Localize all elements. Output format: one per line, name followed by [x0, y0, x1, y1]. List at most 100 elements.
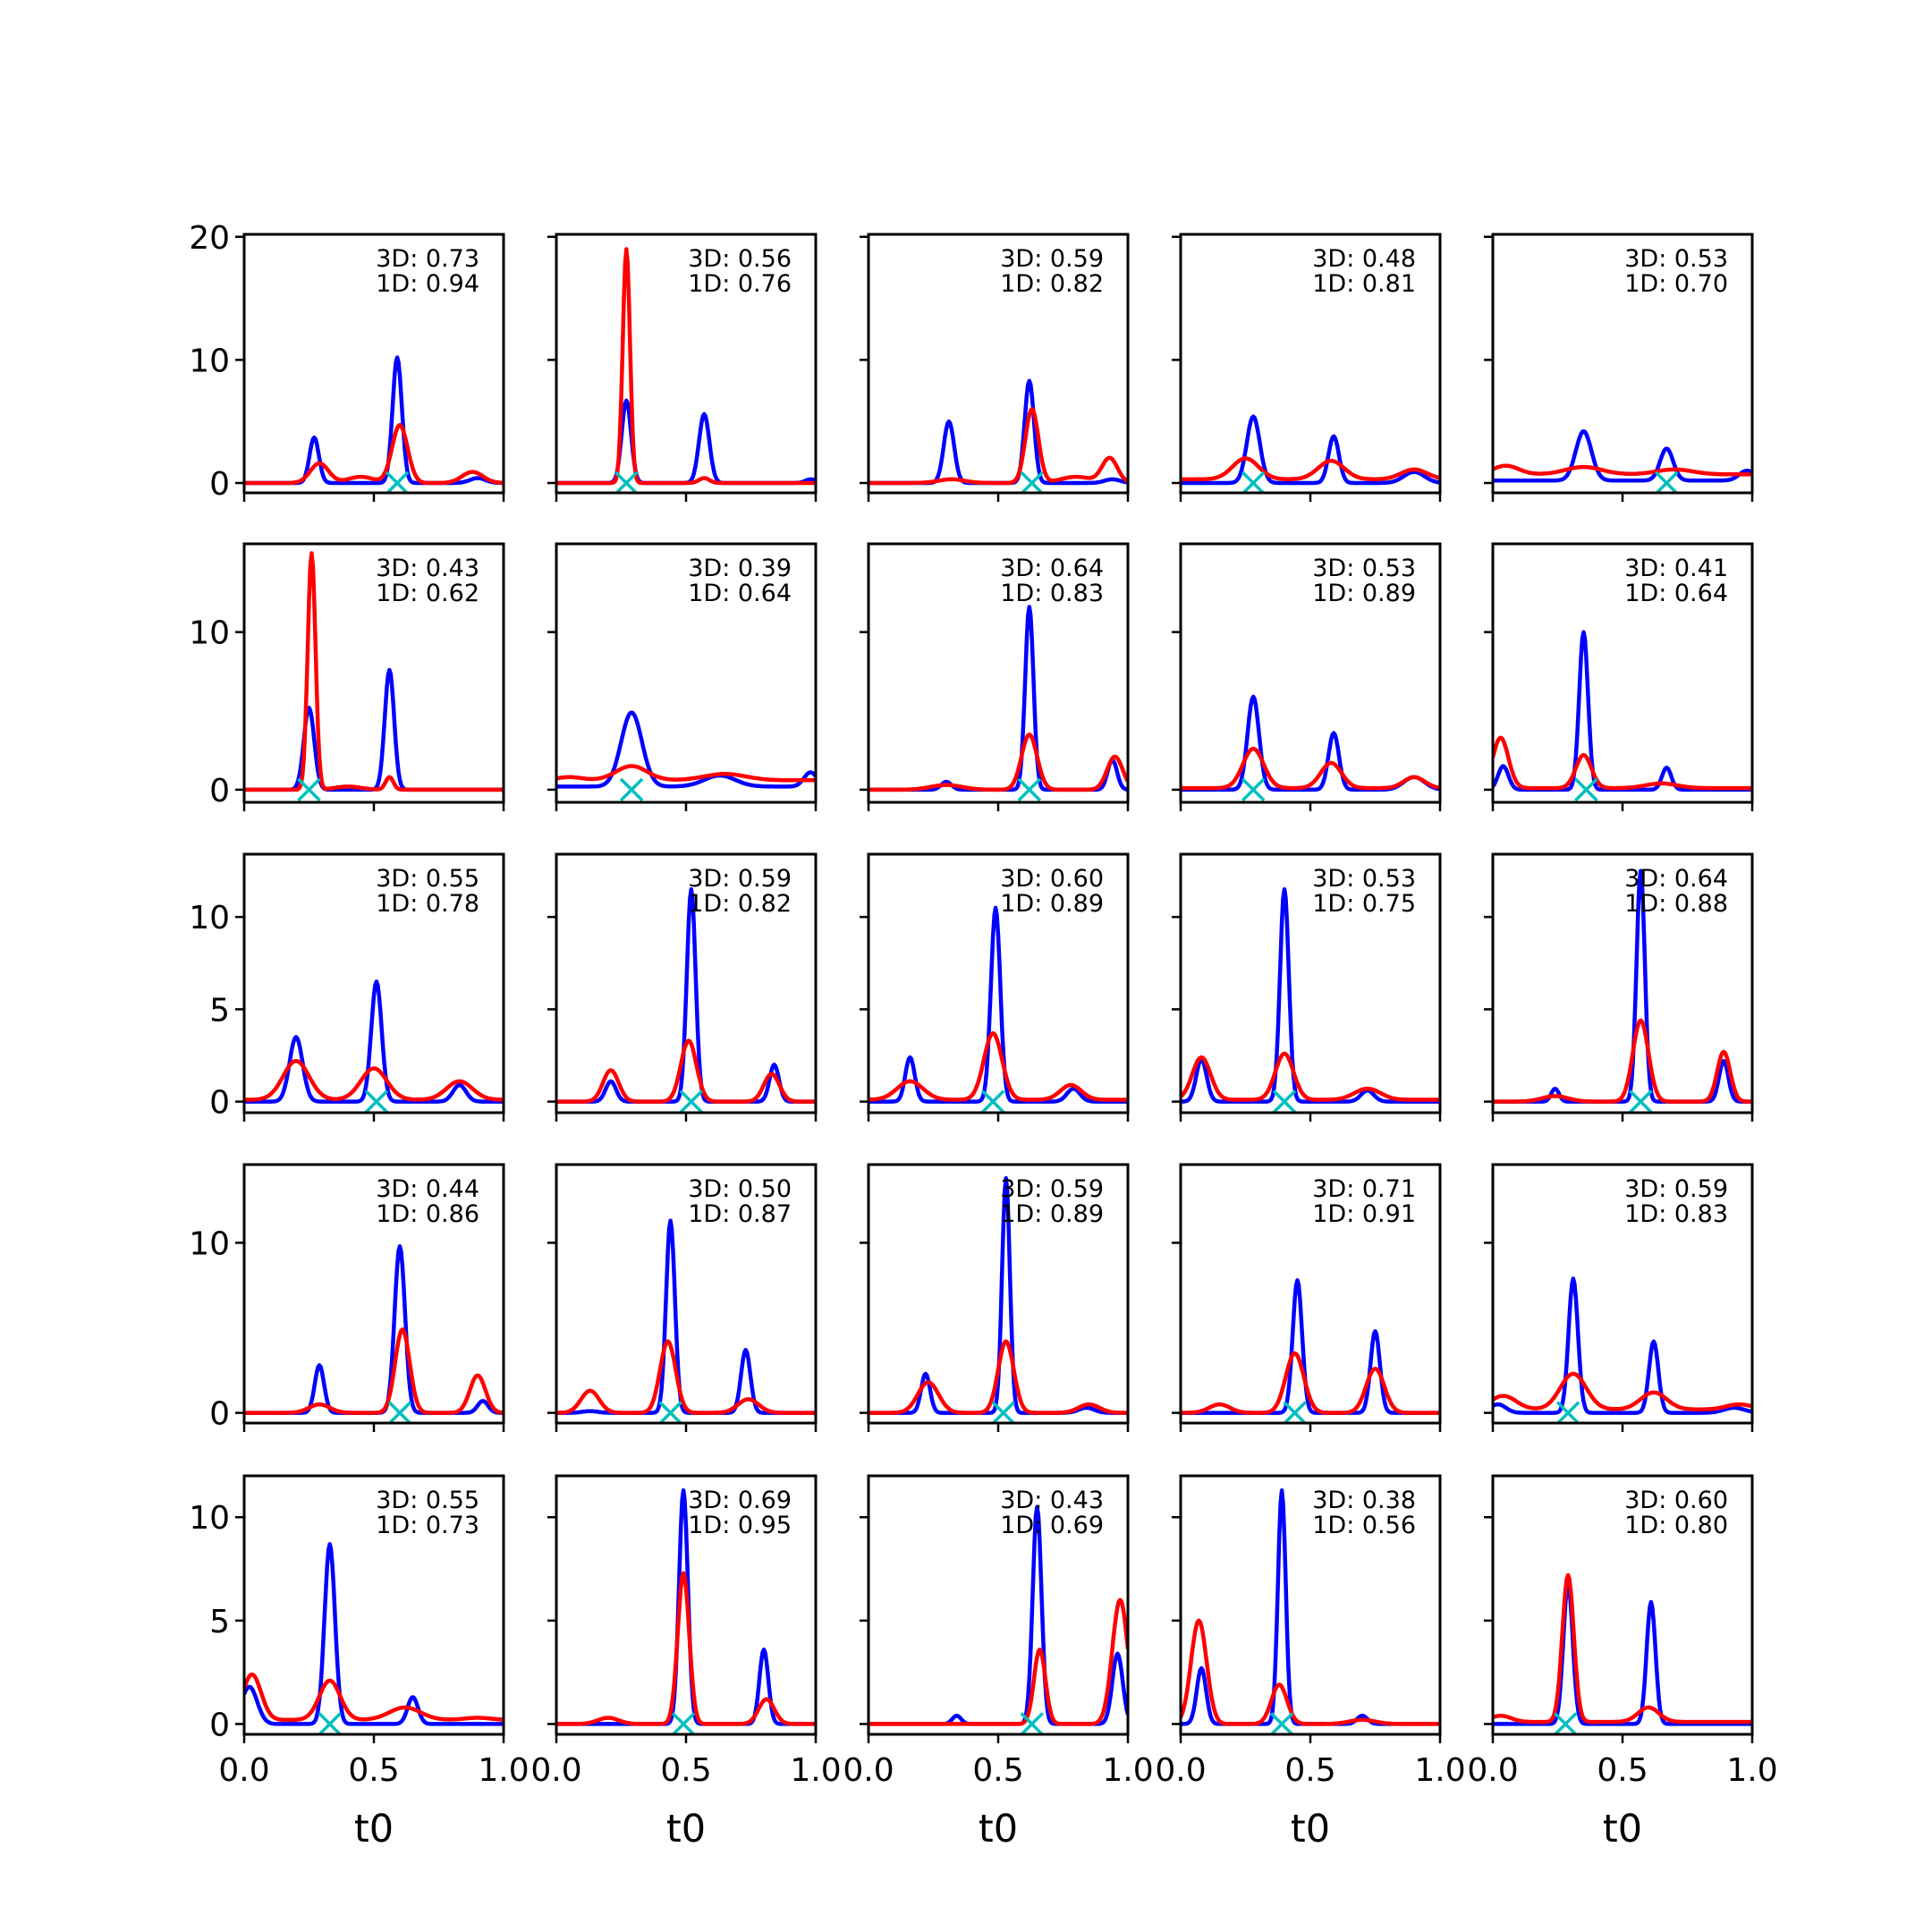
- y-tick-label: 5: [209, 992, 230, 1029]
- score-label: 3D: 0.43: [376, 555, 479, 582]
- x-marker: [1655, 470, 1679, 493]
- blue-series-line: [1181, 414, 1440, 486]
- y-tick-label: 0: [209, 773, 230, 809]
- red-series-line: [1181, 746, 1440, 791]
- score-label: 3D: 0.53: [1312, 865, 1416, 893]
- blue-series-line: [1493, 630, 1752, 792]
- red-series-line: [244, 1327, 504, 1415]
- blue-series-line: [1181, 886, 1440, 1104]
- y-tick-label: 10: [189, 343, 230, 379]
- score-label: 3D: 0.59: [1000, 245, 1104, 273]
- y-tick-label: 10: [189, 615, 230, 652]
- blue-series-line: [556, 710, 816, 789]
- x-marker: [658, 1401, 682, 1423]
- x-tick-label: 1.0: [1102, 1752, 1153, 1789]
- red-series-line: [244, 422, 504, 486]
- score-label: 1D: 0.73: [376, 1512, 479, 1539]
- red-series-line: [1181, 1618, 1440, 1726]
- plot-area: [869, 1175, 1128, 1423]
- blue-series-line: [556, 1218, 816, 1415]
- score-label: 1D: 0.87: [688, 1200, 792, 1228]
- x-marker: [1553, 1712, 1578, 1734]
- score-label: 3D: 0.64: [1624, 865, 1728, 893]
- plot-area: [1493, 428, 1752, 493]
- plot-area: [556, 886, 816, 1113]
- x-marker: [364, 1089, 389, 1113]
- score-label: 1D: 0.89: [1312, 580, 1416, 607]
- x-marker: [1283, 1401, 1307, 1423]
- red-series-line: [869, 1030, 1128, 1102]
- red-series-line: [244, 551, 504, 792]
- x-marker: [1272, 1089, 1297, 1113]
- x-tick-label: 0.0: [530, 1752, 581, 1789]
- x-marker: [1241, 470, 1266, 493]
- score-label: 3D: 0.69: [688, 1487, 792, 1514]
- blue-series-line: [244, 1542, 504, 1726]
- plot-area: [869, 378, 1128, 493]
- blue-series-line: [556, 1487, 816, 1726]
- y-tick-label: 0: [209, 1085, 230, 1122]
- score-label: 1D: 0.91: [1312, 1200, 1416, 1228]
- blue-series-line: [869, 378, 1128, 486]
- red-series-line: [1493, 463, 1752, 477]
- score-label: 1D: 0.64: [1624, 580, 1728, 607]
- x-tick-label: 0.5: [972, 1752, 1023, 1789]
- blue-series-line: [869, 905, 1128, 1104]
- red-series-line: [556, 247, 816, 486]
- score-label: 1D: 0.69: [1000, 1512, 1104, 1539]
- x-marker: [1020, 1712, 1044, 1734]
- blue-series-line: [244, 1244, 504, 1415]
- x-tick-label: 0.5: [348, 1752, 399, 1789]
- x-marker: [671, 1712, 696, 1734]
- score-label: 1D: 0.62: [376, 580, 479, 607]
- x-tick-label: 0.0: [843, 1752, 894, 1789]
- x-tick-label: 0.0: [218, 1752, 269, 1789]
- plot-area: [556, 1487, 816, 1734]
- y-tick-label: 0: [209, 1396, 230, 1433]
- score-label: 3D: 0.71: [1312, 1175, 1416, 1203]
- score-label: 3D: 0.60: [1000, 865, 1104, 893]
- x-tick-label: 1.0: [1726, 1752, 1777, 1789]
- plot-area: [556, 710, 816, 802]
- score-label: 3D: 0.50: [688, 1175, 792, 1203]
- score-label: 3D: 0.41: [1624, 555, 1728, 582]
- blue-series-line: [244, 355, 504, 486]
- x-marker: [1017, 777, 1042, 802]
- score-label: 3D: 0.38: [1312, 1487, 1416, 1514]
- score-label: 1D: 0.64: [688, 580, 792, 607]
- red-series-line: [556, 1571, 816, 1726]
- x-marker: [619, 777, 644, 802]
- score-label: 3D: 0.73: [376, 245, 479, 273]
- x-tick-label: 0.5: [1597, 1752, 1648, 1789]
- plot-area: [1181, 1487, 1440, 1734]
- plot-area: [244, 551, 504, 802]
- x-marker: [1241, 777, 1266, 802]
- score-label: 3D: 0.59: [1000, 1175, 1104, 1203]
- x-tick-label: 0.5: [660, 1752, 711, 1789]
- x-marker: [385, 470, 410, 493]
- plot-area: [244, 355, 504, 493]
- blue-series-line: [1493, 1276, 1752, 1415]
- y-tick-label: 10: [189, 1500, 230, 1537]
- score-label: 1D: 0.75: [1312, 890, 1416, 918]
- score-label: 1D: 0.89: [1000, 1200, 1104, 1228]
- x-tick-label: 1.0: [1414, 1752, 1465, 1789]
- plot-area: [869, 905, 1128, 1113]
- plot-area: [1493, 1276, 1752, 1423]
- x-axis-label: t0: [979, 1807, 1018, 1852]
- x-marker: [614, 470, 639, 493]
